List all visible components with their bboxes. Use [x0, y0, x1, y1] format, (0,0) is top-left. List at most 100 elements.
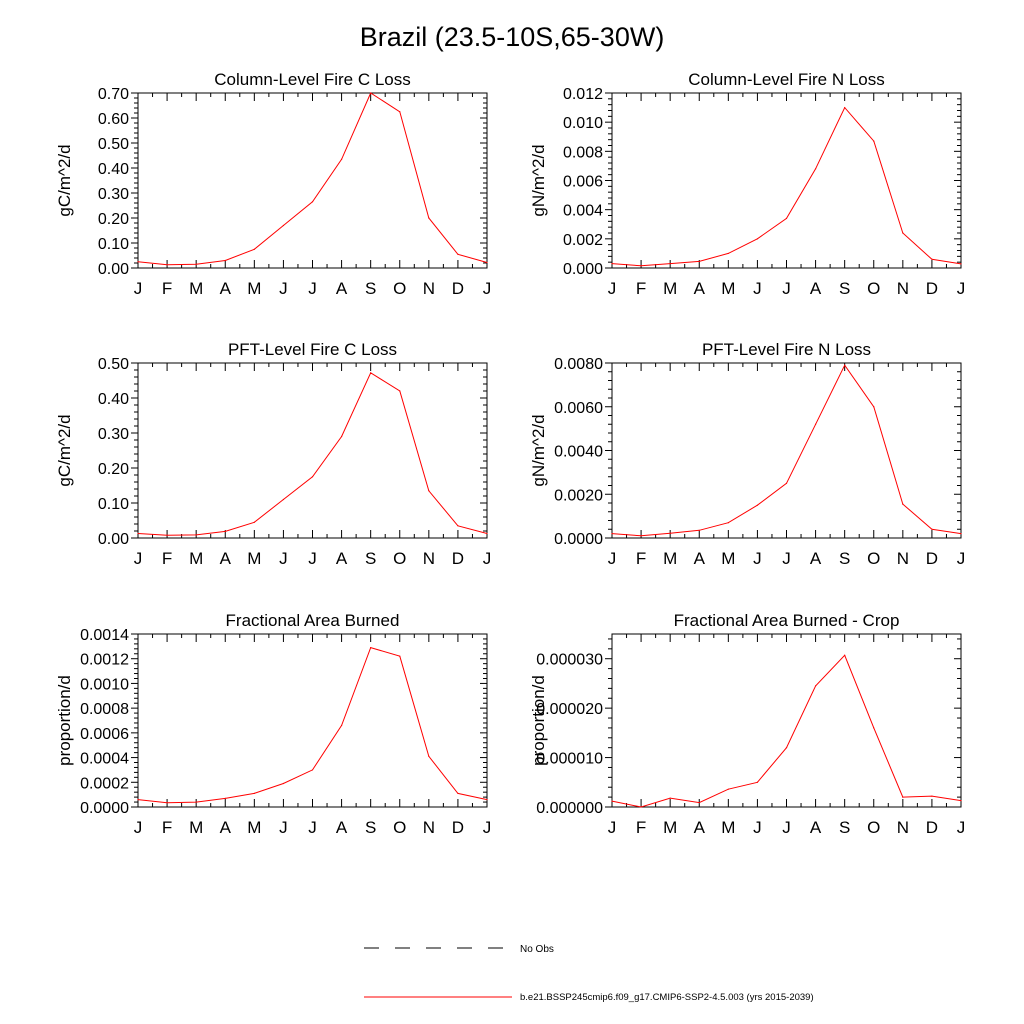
x-tick-label: J — [134, 549, 143, 568]
data-point — [486, 532, 488, 535]
y-tick-label: 0.000010 — [536, 751, 603, 768]
data-point — [669, 532, 671, 534]
x-tick-label: J — [279, 549, 288, 568]
data-point — [282, 498, 285, 501]
x-tick-label: S — [365, 549, 376, 568]
series-line — [137, 92, 488, 266]
x-tick-label: A — [336, 818, 348, 837]
data-point — [727, 252, 729, 255]
x-tick-label: J — [308, 818, 317, 837]
data-point — [698, 260, 700, 263]
x-tick-label: M — [663, 279, 677, 298]
x-tick-label: M — [247, 279, 261, 298]
plot-frame — [611, 633, 962, 808]
y-tick-label: 0.0014 — [80, 627, 129, 644]
y-tick-label: 0.002 — [563, 232, 603, 249]
data-point — [486, 798, 488, 801]
data-point — [698, 529, 700, 531]
x-tick-label: D — [452, 818, 464, 837]
y-tick-label: 0.40 — [98, 161, 129, 178]
x-tick-label: O — [393, 549, 406, 568]
data-point — [785, 217, 788, 220]
data-point — [282, 224, 285, 227]
data-point — [669, 263, 671, 265]
y-tick-label: 0.50 — [98, 356, 129, 373]
x-tick-label: J — [279, 818, 288, 837]
x-tick-label: N — [423, 549, 435, 568]
x-tick-label: J — [483, 279, 492, 298]
data-point — [340, 435, 343, 438]
data-point — [224, 797, 226, 799]
panel-pft-level-fire-c-loss: J F M A M J J A S O N D J0.000.100.200.300.400.50PFT… — [55, 340, 491, 568]
figure-title: Brazil (23.5-10S,65-30W) — [359, 22, 665, 52]
x-tick-label: A — [220, 549, 232, 568]
x-tick-label: D — [926, 549, 938, 568]
data-point — [486, 261, 488, 264]
data-point — [428, 755, 430, 757]
panel-title: Fractional Area Burned - Crop — [674, 611, 900, 630]
y-tick-label: 0.20 — [98, 461, 129, 478]
x-tick-label: A — [220, 818, 232, 837]
data-point — [931, 795, 933, 797]
data-point — [640, 265, 642, 267]
y-tick-label: 0.60 — [98, 111, 129, 128]
x-tick-label: J — [483, 818, 492, 837]
data-point — [873, 140, 875, 142]
data-point — [960, 799, 962, 802]
x-tick-label: J — [608, 549, 617, 568]
data-point — [428, 490, 430, 492]
data-point — [457, 253, 459, 255]
x-tick-label: D — [926, 818, 938, 837]
data-point — [166, 264, 168, 266]
data-point — [814, 168, 817, 170]
y-axis-label: proportion/d — [55, 675, 74, 766]
legend: No Obs b.e21.BSSP245cmip6.f09_g17.CMIP6-… — [364, 944, 814, 1003]
data-point — [785, 747, 788, 749]
data-point — [669, 797, 671, 799]
series-line — [611, 364, 962, 537]
data-point — [457, 525, 459, 527]
panel-column-level-fire-c-loss: J F M A M J J A S O N D J0.000.100.200.300.400.500.6… — [55, 70, 491, 298]
y-tick-label: 0.000000 — [536, 800, 603, 817]
x-tick-label: J — [782, 818, 791, 837]
data-point — [311, 769, 314, 771]
data-point — [902, 503, 904, 505]
x-tick-label: N — [897, 279, 909, 298]
data-point — [224, 259, 226, 262]
data-point — [873, 406, 875, 408]
y-tick-label: 0.0040 — [554, 444, 603, 461]
x-tick-label: S — [839, 279, 850, 298]
data-point — [785, 482, 788, 484]
x-tick-label: F — [162, 818, 172, 837]
y-axis-label: gN/m^2/d — [529, 414, 548, 486]
x-tick-label: F — [162, 549, 172, 568]
data-point — [166, 802, 168, 804]
y-tick-label: 0.0060 — [554, 400, 603, 417]
series-line — [137, 372, 488, 536]
y-tick-label: 0.40 — [98, 391, 129, 408]
data-point — [370, 372, 372, 374]
x-tick-label: J — [608, 279, 617, 298]
x-tick-label: M — [189, 549, 203, 568]
data-point — [611, 800, 613, 802]
data-point — [195, 534, 197, 536]
y-tick-label: 0.0020 — [554, 487, 603, 504]
panel-title: Column-Level Fire N Loss — [688, 70, 885, 89]
y-tick-label: 0.0008 — [80, 701, 129, 718]
data-point — [253, 521, 255, 523]
plot-frame — [611, 92, 962, 269]
x-tick-label: S — [365, 279, 376, 298]
x-tick-label: A — [810, 279, 822, 298]
y-tick-label: 0.0000 — [554, 531, 603, 548]
data-point — [611, 263, 613, 265]
y-axis-label: gC/m^2/d — [55, 414, 74, 486]
x-tick-label: S — [839, 549, 850, 568]
y-tick-label: 0.000 — [563, 261, 603, 278]
x-tick-label: J — [308, 549, 317, 568]
data-point — [611, 533, 613, 535]
y-tick-label: 0.70 — [98, 86, 129, 103]
x-tick-label: A — [694, 549, 706, 568]
x-tick-label: F — [636, 279, 646, 298]
x-tick-label: N — [897, 549, 909, 568]
